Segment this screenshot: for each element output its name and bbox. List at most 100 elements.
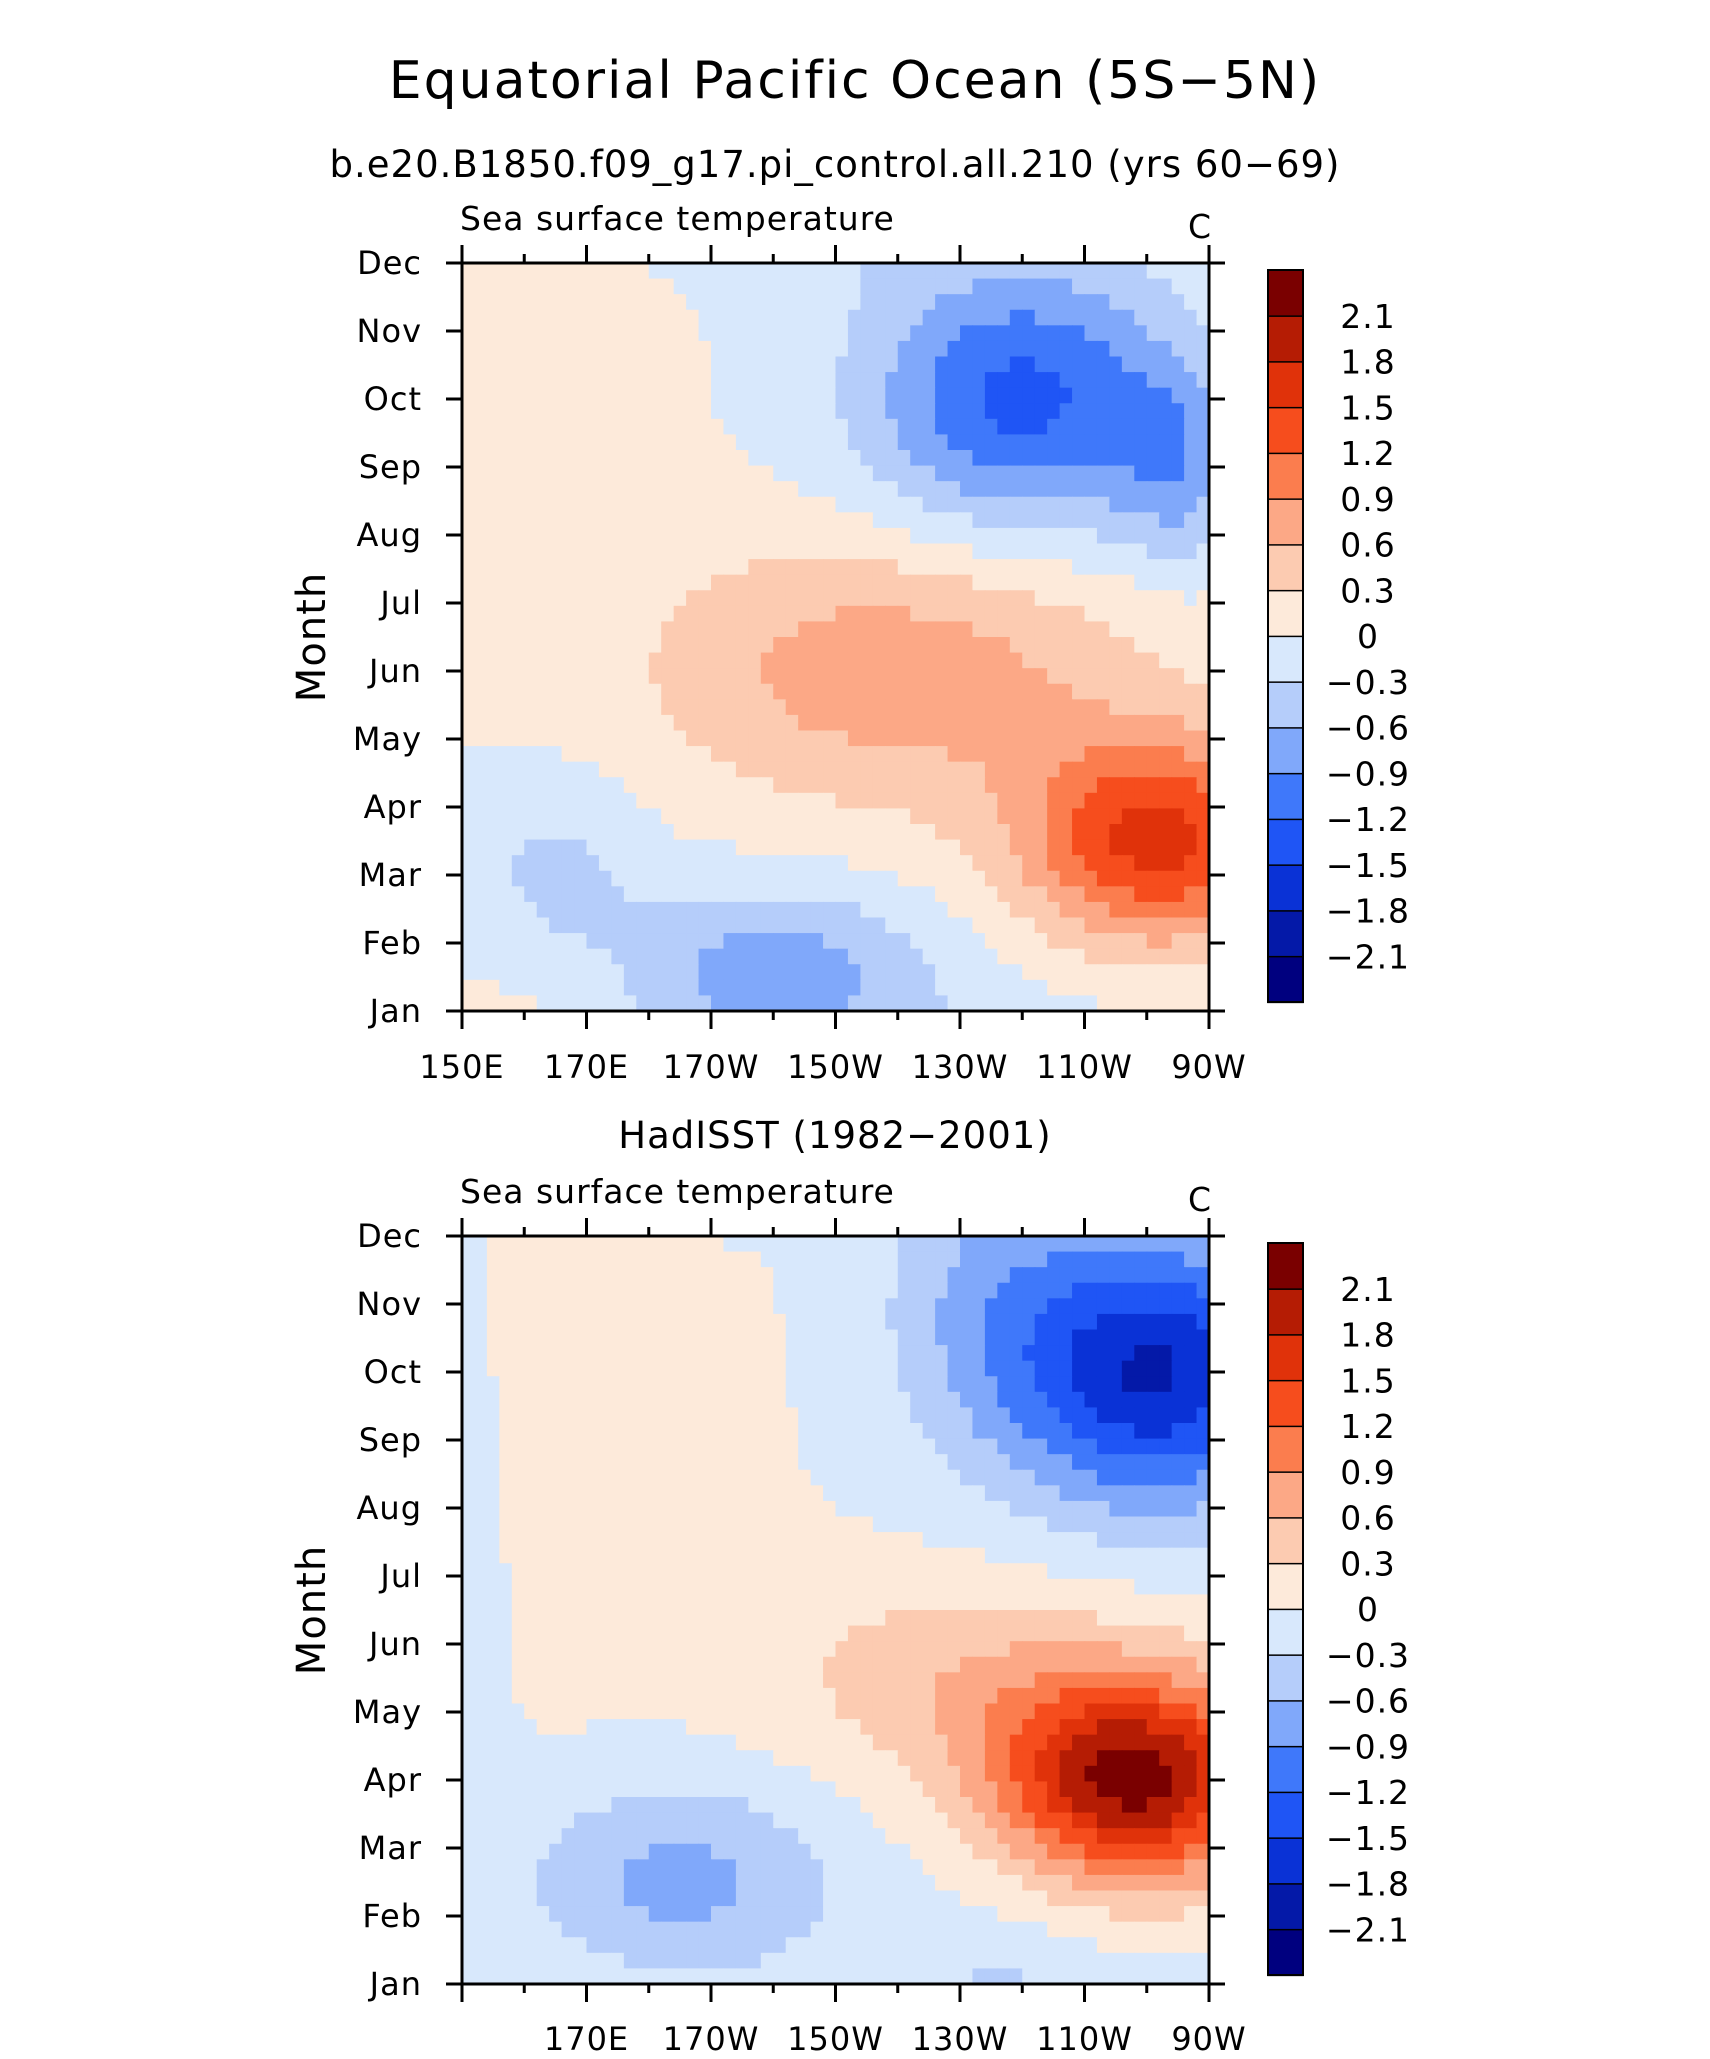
contour-cell bbox=[661, 917, 675, 934]
contour-cell bbox=[1072, 964, 1086, 981]
contour-cell bbox=[835, 808, 849, 825]
contour-cell bbox=[897, 403, 911, 420]
contour-cell bbox=[1072, 294, 1086, 311]
contour-cell bbox=[611, 590, 625, 607]
contour-cell bbox=[1034, 1345, 1048, 1362]
contour-cell bbox=[1084, 839, 1098, 856]
contour-cell bbox=[486, 995, 500, 1011]
contour-cell bbox=[711, 1376, 725, 1393]
contour-cell bbox=[798, 652, 812, 669]
contour-cell bbox=[462, 1672, 476, 1689]
contour-cell bbox=[623, 372, 637, 389]
contour-cell bbox=[860, 979, 874, 997]
contour-cell bbox=[872, 1734, 886, 1751]
contour-cell bbox=[549, 1469, 563, 1486]
contour-cell bbox=[1196, 683, 1209, 700]
colorbar-label: 0.6 bbox=[1340, 526, 1395, 565]
contour-cell bbox=[536, 1251, 550, 1268]
contour-cell bbox=[1184, 637, 1198, 654]
contour-cell bbox=[935, 1516, 949, 1533]
contour-cell bbox=[972, 1313, 986, 1331]
contour-cell bbox=[885, 340, 899, 358]
contour-cell bbox=[735, 870, 749, 887]
contour-cell bbox=[636, 496, 650, 513]
contour-cell bbox=[835, 1438, 849, 1455]
contour-cell bbox=[648, 325, 662, 342]
contour-cell bbox=[748, 824, 762, 841]
contour-cell bbox=[935, 948, 949, 965]
contour-cell bbox=[1096, 1360, 1110, 1377]
contour-cell bbox=[947, 512, 961, 529]
contour-cell bbox=[997, 1267, 1011, 1284]
contour-cell bbox=[1146, 1516, 1160, 1533]
contour-cell bbox=[885, 933, 899, 950]
contour-cell bbox=[499, 1532, 513, 1549]
contour-cell bbox=[785, 465, 799, 482]
contour-cell bbox=[511, 714, 525, 732]
contour-cell bbox=[935, 1469, 949, 1486]
contour-cell bbox=[847, 1329, 861, 1346]
contour-cell bbox=[1072, 590, 1086, 607]
contour-cell bbox=[623, 839, 637, 856]
contour-cell bbox=[897, 1687, 911, 1705]
contour-cell bbox=[1134, 1267, 1148, 1284]
contour-cell bbox=[897, 294, 911, 311]
contour-cell bbox=[984, 1407, 998, 1424]
contour-cell bbox=[499, 372, 513, 389]
contour-cell bbox=[823, 1672, 837, 1689]
contour-cell bbox=[872, 1516, 886, 1533]
contour-cell bbox=[648, 901, 662, 919]
contour-cell bbox=[723, 1594, 737, 1611]
contour-cell bbox=[798, 839, 812, 856]
contour-cell bbox=[574, 1329, 588, 1346]
contour-cell bbox=[574, 340, 588, 358]
contour-cell bbox=[1196, 1547, 1209, 1564]
contour-cell bbox=[561, 1625, 575, 1642]
contour-cell bbox=[760, 637, 774, 654]
contour-cell bbox=[997, 387, 1011, 404]
contour-cell bbox=[910, 1485, 924, 1502]
contour-cell bbox=[673, 979, 687, 997]
contour-cell bbox=[1059, 1345, 1073, 1362]
contour-cell bbox=[1134, 824, 1148, 841]
contour-cell bbox=[1121, 1532, 1135, 1549]
contour-cell bbox=[524, 590, 538, 607]
contour-cell bbox=[1084, 1313, 1098, 1331]
contour-cell bbox=[997, 886, 1011, 903]
contour-cell bbox=[661, 605, 675, 623]
contour-cell bbox=[748, 1516, 762, 1533]
contour-cell bbox=[835, 450, 849, 467]
contour-cell bbox=[698, 1251, 712, 1268]
contour-cell bbox=[524, 824, 538, 841]
contour-cell bbox=[785, 481, 799, 498]
contour-cell bbox=[611, 340, 625, 358]
contour-cell bbox=[760, 948, 774, 965]
contour-cell bbox=[1059, 621, 1073, 638]
contour-cell bbox=[648, 777, 662, 794]
contour-cell bbox=[1009, 496, 1023, 513]
contour-cell bbox=[1121, 730, 1135, 747]
contour-cell bbox=[686, 1500, 700, 1518]
contour-cell bbox=[984, 1610, 998, 1627]
contour-cell bbox=[785, 1267, 799, 1284]
contour-cell bbox=[897, 1500, 911, 1518]
contour-cell bbox=[997, 1578, 1011, 1596]
contour-cell bbox=[997, 1625, 1011, 1642]
contour-cell bbox=[1059, 278, 1073, 295]
contour-cell bbox=[860, 1345, 874, 1362]
contour-cell bbox=[524, 1282, 538, 1299]
contour-cell bbox=[1034, 1563, 1048, 1580]
contour-cell bbox=[810, 1719, 824, 1736]
contour-cell bbox=[1096, 1267, 1110, 1284]
contour-cell bbox=[1171, 1641, 1185, 1658]
contour-cell bbox=[511, 1734, 525, 1751]
contour-cell bbox=[462, 1719, 476, 1736]
contour-cell bbox=[810, 559, 824, 576]
contour-cell bbox=[561, 574, 575, 591]
contour-cell bbox=[623, 403, 637, 420]
contour-cell bbox=[598, 1298, 612, 1315]
contour-cell bbox=[860, 995, 874, 1011]
contour-cell bbox=[735, 1298, 749, 1315]
contour-cell bbox=[686, 964, 700, 981]
contour-cell bbox=[499, 356, 513, 373]
